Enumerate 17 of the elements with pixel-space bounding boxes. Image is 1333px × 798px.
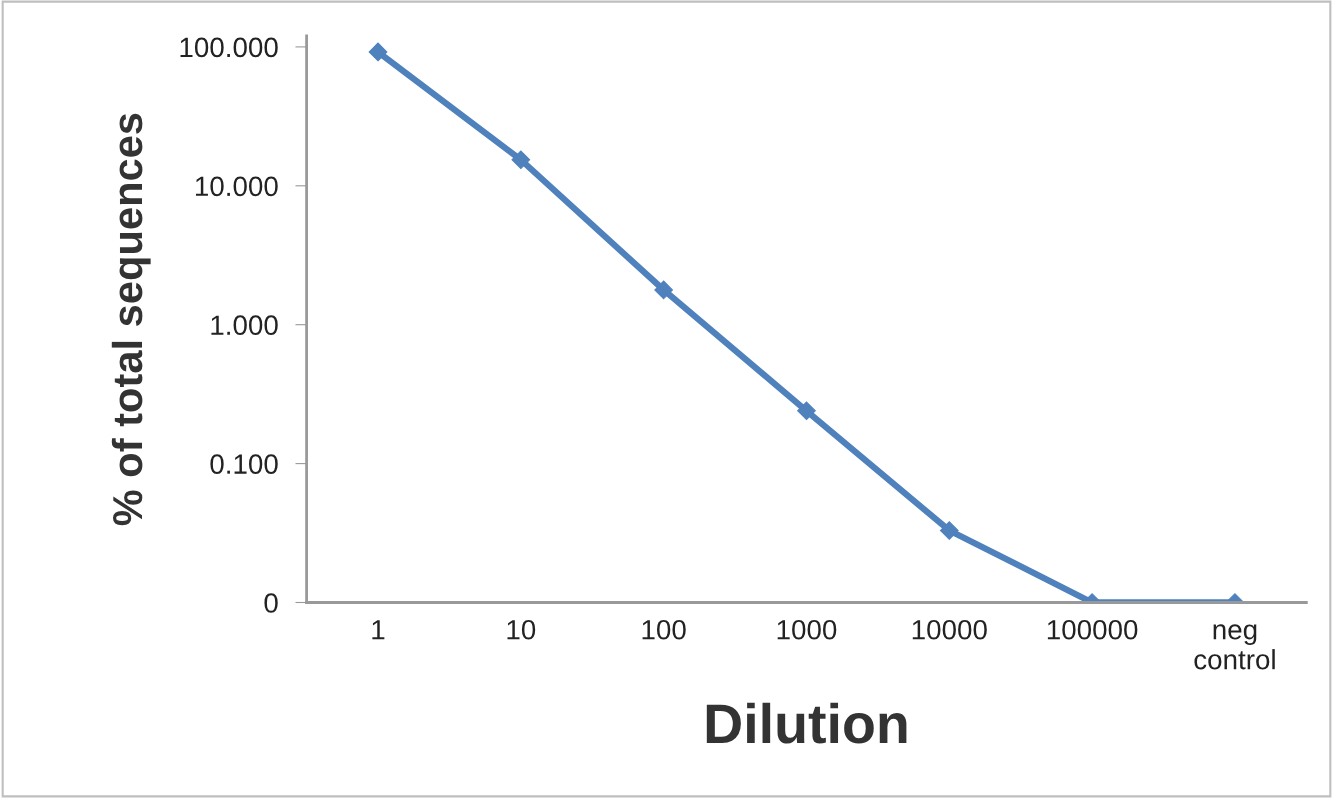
y-axis-title: % of total sequences (111, 113, 151, 526)
x-tick-label: 10000 (912, 619, 987, 640)
y-tick-label: 100.000 (180, 37, 278, 58)
x-tick-label: 1000 (777, 619, 837, 640)
point (368, 42, 388, 62)
x-tick-label: neg control (1194, 624, 1275, 670)
x-tick-label: 10 (507, 619, 536, 640)
point (654, 280, 673, 300)
x-axis-title: Dilution (706, 702, 907, 744)
x-tick-label: 100 (642, 619, 686, 640)
y-tick-label: 0.100 (210, 454, 278, 474)
y-tick-label: 0 (264, 593, 278, 613)
point (511, 150, 531, 170)
x-tick-label: 1 (372, 620, 385, 640)
y-tick-label: 10.000 (195, 176, 278, 197)
y-tick-label: 1.000 (211, 315, 278, 336)
x-tick-label: 100000 (1047, 619, 1138, 640)
